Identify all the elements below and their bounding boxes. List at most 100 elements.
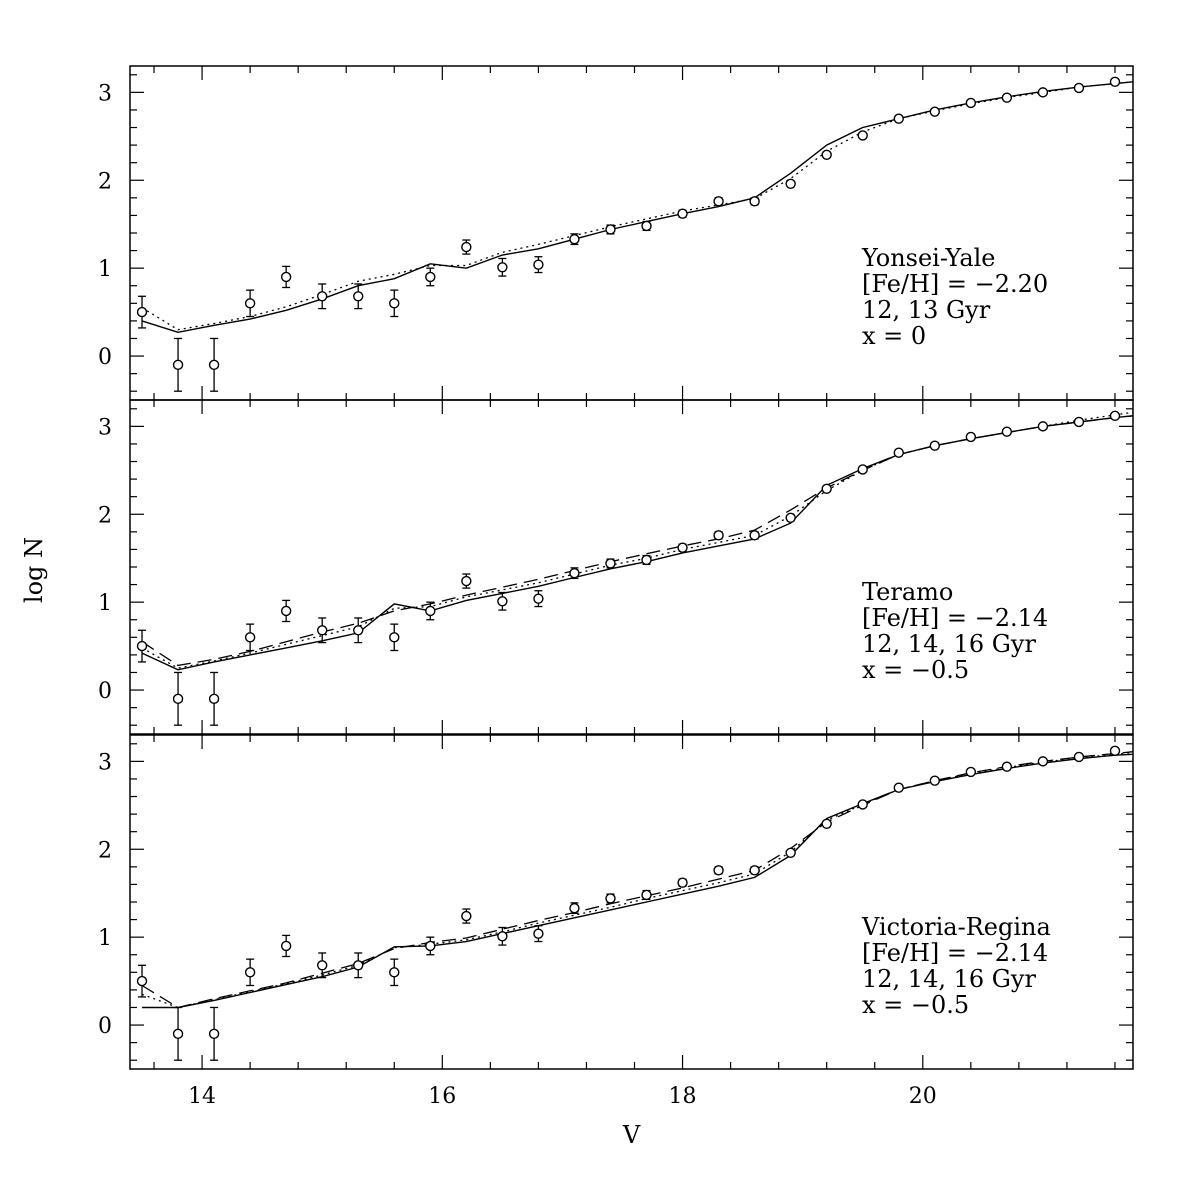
data-point bbox=[280, 940, 292, 952]
y-tick-label: 2 bbox=[98, 169, 112, 194]
data-point bbox=[353, 291, 364, 302]
data-point bbox=[677, 877, 688, 888]
plot-area bbox=[136, 745, 1133, 1061]
data-point bbox=[280, 271, 292, 283]
data-point bbox=[172, 359, 184, 371]
data-point bbox=[713, 196, 724, 207]
data-point bbox=[244, 967, 256, 978]
data-point bbox=[641, 889, 652, 901]
y-tick-label: 3 bbox=[98, 415, 112, 440]
data-point bbox=[749, 865, 760, 876]
data-point bbox=[965, 97, 977, 109]
panel-annotation: [Fe/H] = −2.20 bbox=[862, 270, 1048, 298]
data-point bbox=[533, 928, 544, 939]
data-point bbox=[1109, 745, 1121, 757]
data-point bbox=[244, 632, 256, 643]
panel-annotation: x = −0.5 bbox=[862, 656, 969, 684]
data-point bbox=[497, 596, 508, 607]
plot-area bbox=[136, 76, 1133, 392]
data-point bbox=[461, 910, 472, 922]
plot-frame bbox=[129, 399, 1134, 735]
data-point bbox=[497, 262, 508, 273]
data-point bbox=[749, 196, 760, 207]
panel-annotation: [Fe/H] = −2.14 bbox=[862, 939, 1048, 967]
data-point bbox=[857, 464, 868, 475]
data-point bbox=[208, 359, 220, 371]
data-point bbox=[316, 960, 328, 971]
x-tick-label: 14 bbox=[188, 1084, 216, 1109]
y-tick-label: 1 bbox=[98, 591, 112, 616]
data-point bbox=[929, 106, 941, 117]
data-point bbox=[785, 178, 796, 189]
data-point bbox=[425, 271, 436, 283]
x-tick-label: 16 bbox=[428, 1084, 456, 1109]
data-point bbox=[461, 241, 472, 253]
data-point bbox=[425, 605, 436, 617]
data-point bbox=[965, 766, 977, 778]
data-point bbox=[677, 542, 688, 553]
data-point bbox=[172, 1028, 184, 1040]
data-point bbox=[1073, 416, 1085, 428]
data-point bbox=[172, 693, 184, 705]
data-point bbox=[785, 512, 796, 523]
x-axis-label: V bbox=[622, 1121, 641, 1149]
data-point bbox=[857, 130, 868, 141]
data-point bbox=[569, 233, 580, 245]
data-point bbox=[641, 554, 652, 566]
data-point bbox=[641, 220, 652, 232]
data-point bbox=[677, 208, 688, 219]
data-point bbox=[136, 975, 148, 987]
data-point bbox=[1109, 410, 1121, 422]
x-tick-label: 18 bbox=[669, 1084, 697, 1109]
data-point bbox=[208, 693, 220, 705]
data-point bbox=[136, 640, 148, 652]
data-point bbox=[821, 483, 832, 494]
data-point bbox=[749, 530, 760, 541]
data-point bbox=[713, 530, 724, 541]
data-point bbox=[605, 224, 616, 235]
data-point bbox=[389, 298, 400, 309]
data-point bbox=[857, 799, 868, 810]
y-tick-label: 2 bbox=[98, 838, 112, 863]
y-tick-label: 3 bbox=[98, 750, 112, 775]
data-point bbox=[208, 1028, 220, 1040]
data-point bbox=[785, 847, 796, 858]
data-point bbox=[389, 967, 400, 978]
data-point bbox=[533, 259, 544, 270]
data-point bbox=[893, 113, 904, 124]
data-point bbox=[353, 625, 364, 636]
data-point bbox=[316, 625, 328, 636]
data-point bbox=[713, 865, 724, 876]
panel-annotation: 12, 14, 16 Gyr bbox=[862, 965, 1036, 993]
panel-annotation: 12, 14, 16 Gyr bbox=[862, 630, 1036, 658]
plot-area bbox=[136, 410, 1133, 726]
model-curve-solid bbox=[142, 753, 1133, 1009]
y-tick-label: 1 bbox=[98, 926, 112, 951]
data-point bbox=[1001, 92, 1013, 103]
data-point bbox=[893, 447, 904, 458]
data-point bbox=[893, 782, 904, 793]
data-point bbox=[425, 940, 436, 952]
panel-annotation: Victoria-Regina bbox=[861, 913, 1051, 941]
data-point bbox=[244, 298, 256, 309]
y-tick-label: 3 bbox=[98, 81, 112, 106]
data-point bbox=[929, 440, 941, 451]
plot-frame bbox=[129, 65, 1134, 401]
panel-annotation: x = 0 bbox=[862, 322, 926, 350]
data-point bbox=[1037, 756, 1049, 767]
data-point bbox=[1001, 426, 1013, 437]
panel-annotation: x = −0.5 bbox=[862, 991, 969, 1019]
data-point bbox=[1073, 751, 1085, 763]
data-point bbox=[605, 893, 616, 904]
data-point bbox=[461, 575, 472, 587]
data-point bbox=[929, 775, 941, 786]
data-point bbox=[1073, 82, 1085, 94]
data-point bbox=[316, 291, 328, 302]
y-tick-label: 0 bbox=[98, 1014, 112, 1039]
panel-bottom: 0 1 2 3 14 16 18 20 V Victoria-Regina[Fe/H] = −2.… bbox=[98, 734, 1134, 1149]
panel-annotation: Teramo bbox=[862, 578, 953, 606]
